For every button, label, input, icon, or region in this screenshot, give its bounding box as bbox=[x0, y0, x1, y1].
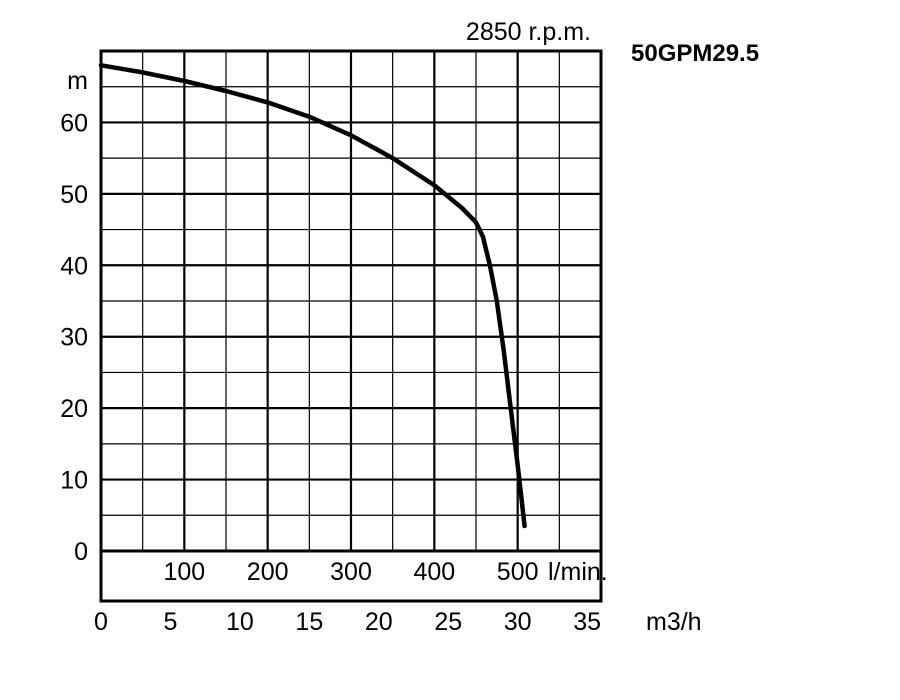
y-tick-label: 40 bbox=[60, 252, 88, 280]
y-tick-label: 30 bbox=[60, 324, 88, 352]
x-axis-tick-labels-lmin: 100 200 300 400 500 bbox=[163, 558, 538, 586]
y-tick-label: 10 bbox=[60, 467, 88, 495]
head-flow-curve bbox=[98, 63, 527, 529]
y-axis-tick-labels: 0 10 20 30 40 50 60 bbox=[60, 109, 88, 566]
x-tick-label: 30 bbox=[504, 608, 532, 636]
x-tick-label-lmin: 100 bbox=[163, 558, 205, 586]
x-tick-label: 35 bbox=[573, 608, 601, 636]
x-tick-label-lmin: 500 bbox=[497, 558, 539, 586]
x-tick-label-lmin: 400 bbox=[413, 558, 455, 586]
speed-label: 2850 r.p.m. bbox=[466, 18, 591, 46]
y-tick-label: 20 bbox=[60, 395, 88, 423]
x-tick-label: 25 bbox=[434, 608, 462, 636]
x-tick-label-lmin: 200 bbox=[247, 558, 289, 586]
x-tick-label: 15 bbox=[295, 608, 323, 636]
x-tick-label-lmin: 300 bbox=[330, 558, 372, 586]
x-axis-tick-labels-m3h: 0 5 10 15 20 25 30 35 bbox=[94, 608, 601, 636]
x-axis-unit-label-lmin: l/min. bbox=[548, 558, 608, 586]
x-tick-label: 0 bbox=[94, 608, 108, 636]
plot-frame bbox=[99, 49, 603, 603]
x-tick-label: 5 bbox=[163, 608, 177, 636]
x-tick-label: 10 bbox=[226, 608, 254, 636]
x-axis-unit-label: m3/h bbox=[646, 608, 702, 636]
y-tick-label: 0 bbox=[74, 538, 88, 566]
model-title: 50GPM29.5 bbox=[631, 40, 759, 67]
x-tick-label: 20 bbox=[365, 608, 393, 636]
y-tick-label: 60 bbox=[60, 109, 88, 137]
y-axis-unit-label: m bbox=[67, 67, 88, 95]
y-tick-label: 50 bbox=[60, 181, 88, 209]
